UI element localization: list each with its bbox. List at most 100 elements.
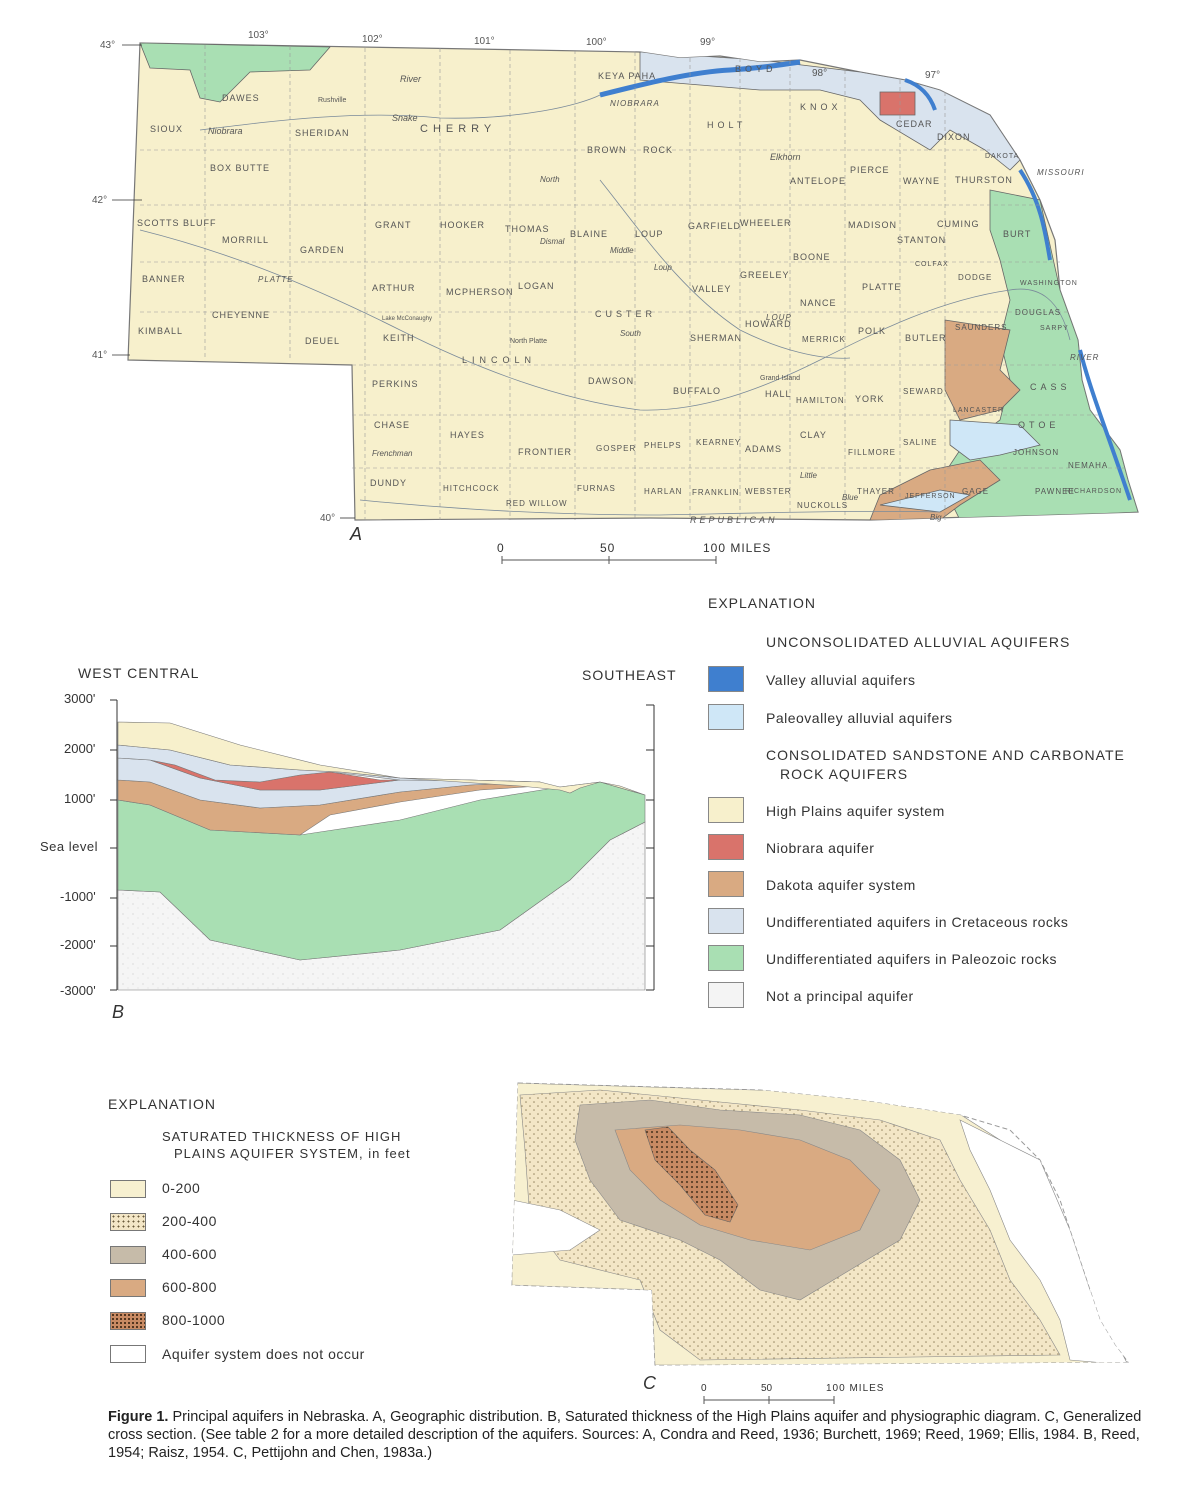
- county-label: WAYNE: [903, 176, 940, 186]
- county-label: WASHINGTON: [1020, 280, 1078, 287]
- county-label: JEFFERSON: [905, 493, 956, 500]
- scale-a-50: 50: [600, 541, 615, 555]
- county-label: HARLAN: [644, 487, 682, 496]
- swatch-paleozoic: [708, 945, 744, 971]
- county-label: ROCK: [643, 145, 673, 155]
- group-title-unconsolidated: UNCONSOLIDATED ALLUVIAL AQUIFERS: [766, 634, 1071, 650]
- legend-dakota: Dakota aquifer system: [766, 877, 916, 893]
- place-labels: Rushville North Platte Grand Island Lake…: [318, 97, 800, 382]
- figure-number: Figure 1.: [108, 1409, 169, 1425]
- legend-cretaceous: Undifferentiated aquifers in Cretaceous …: [766, 914, 1069, 930]
- lon-101: 101°: [474, 36, 495, 47]
- county-label: CUMING: [937, 219, 980, 229]
- legend-400-600: 400-600: [162, 1246, 217, 1262]
- section-left-title: WEST CENTRAL: [78, 665, 200, 681]
- river-label: RIVER: [1070, 353, 1099, 362]
- county-label: GAGE: [962, 487, 989, 496]
- county-label: HOLT: [707, 120, 746, 130]
- legend-0-200: 0-200: [162, 1180, 201, 1196]
- map-c: [511, 1082, 1130, 1366]
- swatch-200-400: [110, 1213, 146, 1231]
- county-label: SIOUX: [150, 124, 183, 134]
- swatch-cretaceous: [708, 908, 744, 934]
- county-label: GOSPER: [596, 444, 636, 453]
- elev-3000: 3000': [64, 691, 96, 706]
- county-label: CHEYENNE: [212, 310, 270, 320]
- county-label: BOYD: [735, 64, 777, 74]
- river-label: Blue: [842, 493, 859, 502]
- scale-a-100: 100 MILES: [703, 541, 771, 555]
- cross-section-b: [110, 699, 655, 991]
- county-label: ARTHUR: [372, 283, 415, 293]
- county-label: JOHNSON: [1013, 448, 1059, 457]
- river-label: Middle: [610, 246, 634, 255]
- river-label: Loup: [654, 263, 672, 272]
- county-label: MERRICK: [802, 335, 846, 344]
- county-label: DIXON: [937, 132, 971, 142]
- explanation-heading-a: EXPLANATION: [708, 595, 816, 611]
- thickness-title-2: PLAINS AQUIFER SYSTEM, in feet: [174, 1146, 411, 1161]
- county-label: THAYER: [857, 487, 895, 496]
- county-label: GARDEN: [300, 245, 345, 255]
- county-label: NUCKOLLS: [797, 501, 848, 510]
- river-label: Big: [930, 513, 942, 522]
- county-label: PLATTE: [862, 282, 901, 292]
- swatch-800-1000: [110, 1312, 146, 1330]
- river-label: MISSOURI: [1037, 168, 1085, 177]
- swatch-400-600: [110, 1246, 146, 1264]
- legend-high-plains: High Plains aquifer system: [766, 803, 945, 819]
- lat-42: 42°: [92, 195, 107, 206]
- explanation-heading-c: EXPLANATION: [108, 1096, 216, 1112]
- swatch-dakota: [708, 871, 744, 897]
- scale-bar-c: [703, 1396, 835, 1404]
- legend-not-principal: Not a principal aquifer: [766, 988, 914, 1004]
- county-label: BURT: [1003, 229, 1031, 239]
- legend-200-400: 200-400: [162, 1213, 217, 1229]
- elev-minus-3000: -3000': [60, 983, 96, 998]
- county-label: CASS: [1030, 382, 1071, 392]
- county-label: RED WILLOW: [506, 499, 568, 508]
- swatch-0-200: [110, 1180, 146, 1198]
- county-label: NANCE: [800, 298, 837, 308]
- county-label: WHEELER: [740, 218, 792, 228]
- river-label: Frenchman: [372, 449, 413, 458]
- county-label: LOGAN: [518, 281, 555, 291]
- river-label: REPUBLICAN: [690, 515, 778, 525]
- county-label: SCOTTS BLUFF: [137, 218, 217, 228]
- river-label: LOUP: [766, 313, 792, 322]
- county-label: COLFAX: [915, 261, 949, 268]
- elev-2000: 2000': [64, 741, 96, 756]
- county-label: LOUP: [635, 229, 664, 239]
- elev-1000: 1000': [64, 791, 96, 806]
- legend-800-1000: 800-1000: [162, 1312, 226, 1328]
- figure-caption: Figure 1. Principal aquifers in Nebraska…: [108, 1408, 1143, 1462]
- swatch-niobrara: [708, 834, 744, 860]
- county-label: DOUGLAS: [1015, 308, 1061, 317]
- county-label: CHERRY: [420, 123, 496, 135]
- county-label: DODGE: [958, 273, 992, 282]
- county-label: PIERCE: [850, 165, 890, 175]
- swatch-not-principal: [708, 982, 744, 1008]
- county-label: FURNAS: [577, 484, 616, 493]
- legend-paleovalley-alluvial: Paleovalley alluvial aquifers: [766, 710, 953, 726]
- county-label: DAWES: [222, 93, 260, 103]
- lon-99: 99°: [700, 37, 715, 48]
- lat-43: 43°: [100, 40, 115, 51]
- county-label: SARPY: [1040, 325, 1069, 332]
- county-label: STANTON: [897, 235, 946, 245]
- county-label: PHELPS: [644, 441, 682, 450]
- county-label: KIMBALL: [138, 326, 183, 336]
- county-label: BLAINE: [570, 229, 608, 239]
- legend-niobrara: Niobrara aquifer: [766, 840, 875, 856]
- legend-paleozoic: Undifferentiated aquifers in Paleozoic r…: [766, 951, 1058, 967]
- river-label: Elkhorn: [770, 152, 801, 162]
- lon-103: 103°: [248, 30, 269, 41]
- legend-does-not-occur: Aquifer system does not occur: [162, 1346, 365, 1362]
- scale-c-100: 100 MILES: [826, 1383, 885, 1394]
- county-label: BOX BUTTE: [210, 163, 270, 173]
- county-label: BUTLER: [905, 333, 947, 343]
- river-label: PLATTE: [258, 275, 294, 284]
- section-right-title: SOUTHEAST: [582, 667, 677, 683]
- group-title-consolidated-2: ROCK AQUIFERS: [780, 766, 909, 782]
- county-label: CLAY: [800, 430, 827, 440]
